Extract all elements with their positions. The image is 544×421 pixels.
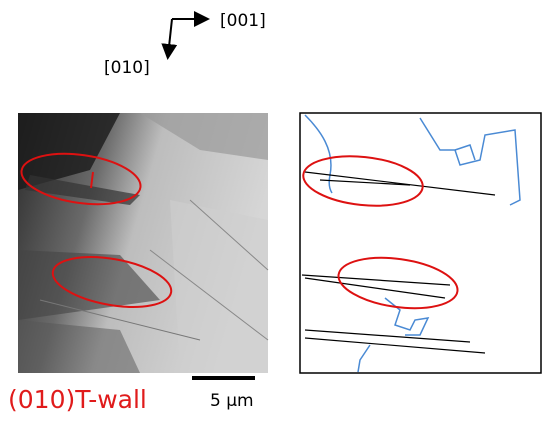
micrograph [18, 113, 268, 373]
figure: [001] [010] 5 μm (010)T-wal [0, 0, 544, 421]
caption: (010)T-wall [8, 385, 147, 414]
axis-label: [001] [220, 11, 266, 31]
scale-bar-label: 5 μm [210, 391, 254, 411]
axis-label: [010] [104, 58, 150, 78]
axes-indicator: [001] [010] [104, 11, 266, 78]
axis-arrow [168, 19, 172, 56]
scale-bar [192, 376, 255, 380]
schematic [300, 113, 541, 373]
